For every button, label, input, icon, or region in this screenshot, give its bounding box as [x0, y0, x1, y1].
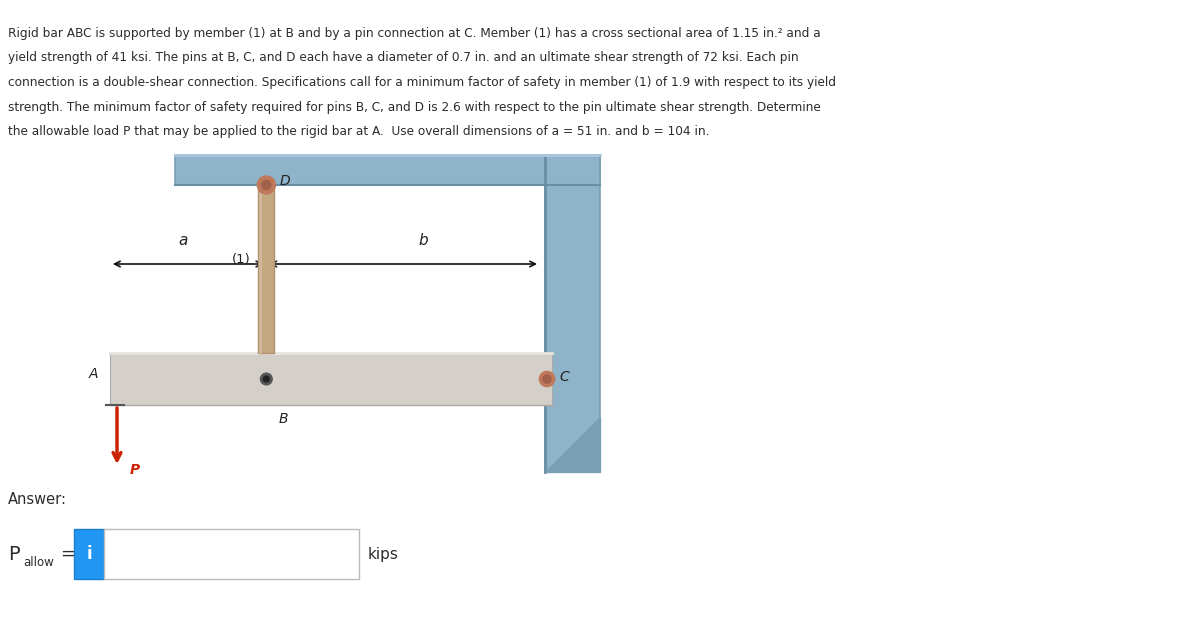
Text: a: a: [179, 233, 188, 248]
Circle shape: [264, 376, 269, 382]
Text: =: =: [60, 545, 74, 563]
Circle shape: [542, 375, 551, 383]
Text: P: P: [130, 463, 140, 477]
Text: B: B: [278, 412, 288, 426]
Text: A: A: [89, 367, 98, 381]
Circle shape: [262, 181, 271, 189]
Text: P: P: [8, 544, 19, 563]
Text: i: i: [86, 545, 92, 563]
Text: C: C: [559, 370, 569, 384]
Circle shape: [539, 371, 554, 387]
Text: the allowable load P that may be applied to the rigid bar at A.  Use overall dim: the allowable load P that may be applied…: [8, 125, 709, 138]
Circle shape: [257, 176, 275, 194]
FancyBboxPatch shape: [104, 529, 359, 579]
Text: Rigid bar ABC is supported by member (1) at B and by a pin connection at C. Memb: Rigid bar ABC is supported by member (1)…: [8, 27, 821, 40]
FancyBboxPatch shape: [74, 529, 104, 579]
FancyBboxPatch shape: [545, 155, 600, 472]
Text: allow: allow: [23, 557, 54, 569]
Text: D: D: [280, 174, 290, 188]
Text: (1): (1): [232, 252, 251, 265]
Circle shape: [260, 373, 272, 385]
FancyBboxPatch shape: [110, 353, 552, 405]
Text: kips: kips: [368, 547, 398, 561]
Text: b: b: [419, 233, 428, 248]
Text: connection is a double-shear connection. Specifications call for a minimum facto: connection is a double-shear connection.…: [8, 76, 836, 89]
Text: strength. The minimum factor of safety required for pins B, C, and D is 2.6 with: strength. The minimum factor of safety r…: [8, 101, 821, 114]
Polygon shape: [545, 417, 600, 472]
FancyBboxPatch shape: [258, 185, 275, 353]
Text: yield strength of 41 ksi. The pins at B, C, and D each have a diameter of 0.7 in: yield strength of 41 ksi. The pins at B,…: [8, 51, 799, 65]
Text: Answer:: Answer:: [8, 492, 67, 507]
FancyBboxPatch shape: [175, 155, 600, 185]
